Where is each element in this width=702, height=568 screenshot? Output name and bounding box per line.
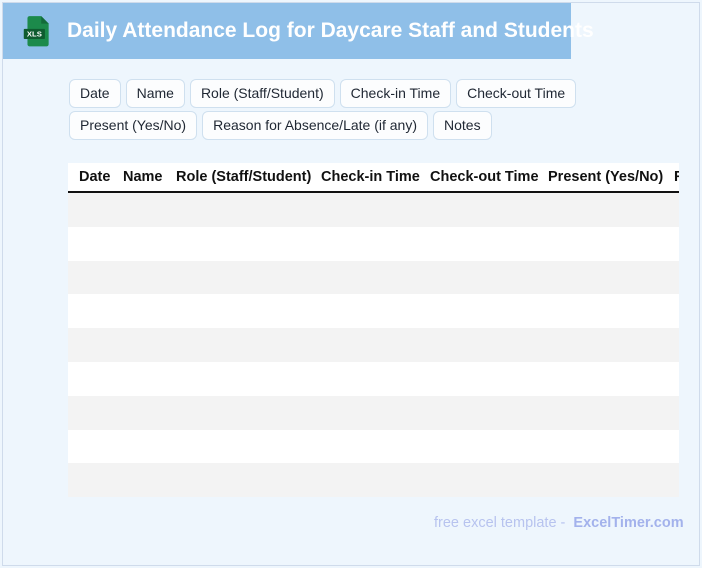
svg-text:XLS: XLS	[27, 29, 42, 38]
